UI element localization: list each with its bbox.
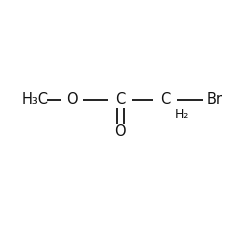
Text: C: C (160, 92, 170, 108)
Text: H₃C: H₃C (22, 92, 49, 108)
Text: C: C (115, 92, 125, 108)
Text: H₂: H₂ (175, 109, 189, 121)
Text: O: O (114, 124, 126, 140)
Text: Br: Br (207, 92, 223, 108)
Text: O: O (66, 92, 78, 108)
